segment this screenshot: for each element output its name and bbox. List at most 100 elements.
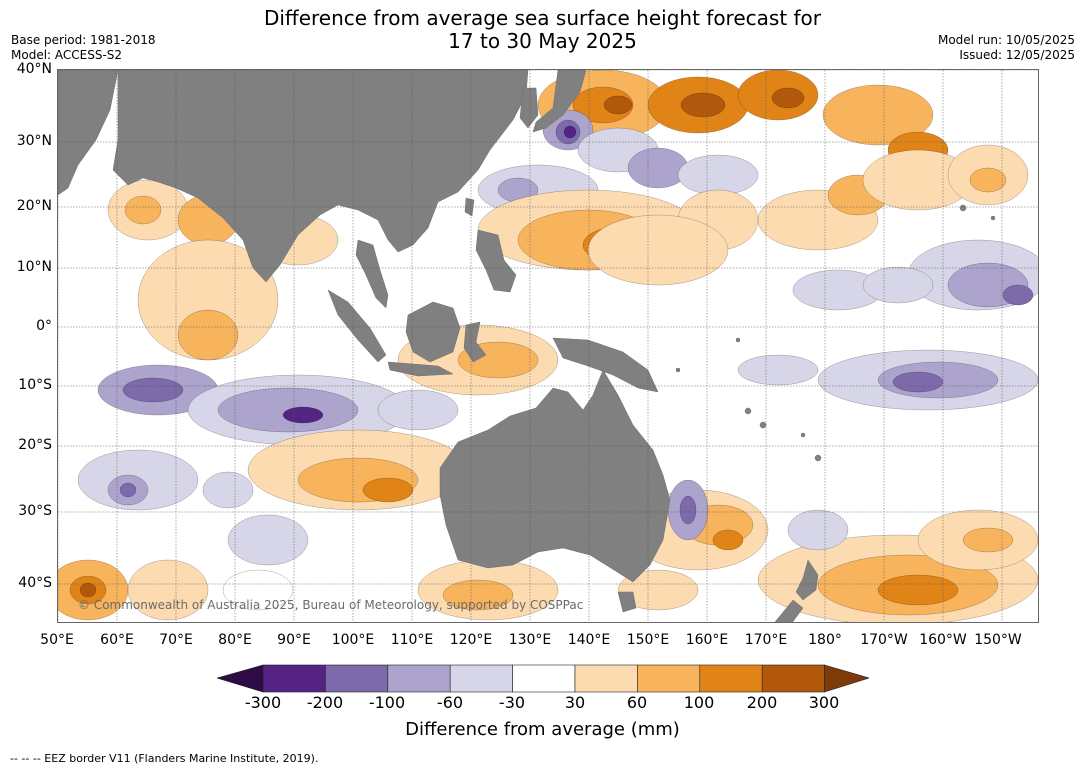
lon-label: 100°E <box>331 632 375 648</box>
land-korea <box>519 87 539 129</box>
copyright-credit: © Commonwealth of Australia 2025, Bureau… <box>78 598 584 612</box>
colorbar-bin <box>512 664 576 693</box>
anomaly-contour <box>377 389 459 431</box>
anomaly-contours <box>58 70 1038 622</box>
anomaly-contour <box>712 529 744 551</box>
colorbar <box>217 664 869 693</box>
anomaly-contour <box>962 527 1014 553</box>
colorbar-label: Difference from average (mm) <box>405 719 680 740</box>
lon-label: 150°W <box>974 632 1022 648</box>
colorbar-bin <box>637 664 701 693</box>
lat-label: 40°N <box>16 61 52 77</box>
colorbar-bin <box>262 664 326 693</box>
colorbar-bin <box>449 664 513 693</box>
anomaly-contour <box>362 477 414 503</box>
colorbar-bin <box>761 664 825 693</box>
anomaly-contour <box>79 582 97 598</box>
anomaly-contour <box>603 95 633 115</box>
anomaly-contour <box>202 471 254 509</box>
colorbar-tick: 300 <box>808 693 840 712</box>
lon-label: 60°E <box>100 632 134 648</box>
anomaly-contour <box>587 214 729 286</box>
colorbar-tick: -100 <box>368 693 406 712</box>
anomaly-contour <box>877 574 959 606</box>
land-asia <box>112 70 529 283</box>
anomaly-contour <box>969 167 1007 193</box>
land-java <box>387 361 454 377</box>
colorbar-tick: 30 <box>564 693 586 712</box>
lat-label: 0° <box>36 318 52 334</box>
anomaly-contour <box>892 371 944 393</box>
colorbar-tick: -300 <box>244 693 282 712</box>
lon-label: 90°E <box>277 632 311 648</box>
lon-label: 160°W <box>919 632 967 648</box>
colorbar-bin <box>325 664 389 693</box>
lat-label: 40°S <box>18 575 52 591</box>
land-tasmania <box>617 591 637 613</box>
lon-label: 110°E <box>390 632 434 648</box>
anomaly-contour <box>1002 284 1034 306</box>
colorbar-tick: -30 <box>498 693 526 712</box>
land-nz-north <box>795 559 819 601</box>
model-run-text: Model run: 10/05/2025 <box>937 33 1075 47</box>
colorbar-tick: 200 <box>746 693 778 712</box>
colorbar-bin <box>699 664 763 693</box>
lon-label: 150°E <box>626 632 670 648</box>
lon-label: 70°E <box>159 632 193 648</box>
model-text: Model: ACCESS-S2 <box>11 48 123 62</box>
land-philippines <box>475 229 517 293</box>
anomaly-contour <box>679 495 697 525</box>
colorbar-tick: -60 <box>436 693 464 712</box>
lon-label: 50°E <box>40 632 74 648</box>
anomaly-contour <box>680 92 726 118</box>
land-malay-peninsula <box>355 239 389 309</box>
anomaly-contour <box>119 482 137 498</box>
lon-label: 170°E <box>744 632 788 648</box>
lon-label: 80°E <box>218 632 252 648</box>
lat-lon-gridlines <box>58 70 1038 622</box>
lat-label: 20°S <box>18 437 52 453</box>
lon-label: 140°E <box>567 632 611 648</box>
issued-text: Issued: 12/05/2025 <box>959 48 1075 62</box>
colorbar-tick: 100 <box>683 693 715 712</box>
sea-height-anomaly-map <box>57 69 1039 623</box>
land-sumatra <box>327 289 387 363</box>
anomaly-contour <box>442 579 514 611</box>
anomaly-contour <box>627 147 689 189</box>
anomaly-contour <box>222 569 294 611</box>
land-arabia <box>58 70 119 196</box>
colorbar-bin <box>824 664 869 693</box>
land-borneo <box>405 301 461 363</box>
colorbar-bin <box>574 664 638 693</box>
land-nz-south <box>774 599 804 622</box>
anomaly-contour <box>737 354 819 386</box>
anomaly-contour <box>617 569 699 611</box>
lon-label: 180° <box>808 632 842 648</box>
chart-title-line-1: Difference from average sea surface heig… <box>263 6 822 30</box>
map-canvas <box>58 70 1038 622</box>
colorbar-bin <box>387 664 451 693</box>
anomaly-contour <box>124 195 162 225</box>
lon-label: 160°E <box>685 632 729 648</box>
anomaly-contour <box>227 514 309 566</box>
anomaly-contour <box>177 309 239 361</box>
anomaly-contour <box>787 509 849 551</box>
land-australia <box>439 369 671 583</box>
land-japan <box>532 70 587 133</box>
eez-border-note: -- -- -- EEZ border V11 (Flanders Marine… <box>10 752 319 765</box>
colorbar-bin <box>217 664 264 693</box>
lon-label: 170°W <box>860 632 908 648</box>
lat-label: 20°N <box>16 198 52 214</box>
anomaly-contour <box>127 559 209 621</box>
colorbar-tick: -200 <box>306 693 344 712</box>
lat-label: 30°N <box>16 133 52 149</box>
land-new-guinea <box>552 337 659 393</box>
anomaly-contour <box>282 406 324 424</box>
anomaly-contour <box>122 377 184 403</box>
lat-label: 30°S <box>18 503 52 519</box>
lat-label: 10°S <box>18 377 52 393</box>
anomaly-contour <box>677 154 759 196</box>
lon-label: 130°E <box>508 632 552 648</box>
landmasses <box>58 70 996 622</box>
lon-label: 120°E <box>449 632 493 648</box>
